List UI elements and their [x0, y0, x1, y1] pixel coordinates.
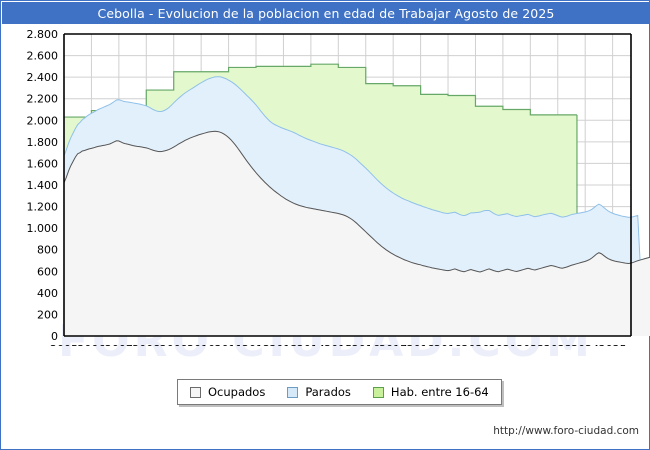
x-axis-tick-label: 2012 [242, 343, 270, 346]
y-axis-tick-label: 2.600 [27, 50, 59, 63]
x-axis-tick-label: 2008 [132, 343, 160, 346]
window-title-bar: Cebolla - Evolucion de la poblacion en e… [2, 2, 650, 24]
area-parados [64, 76, 650, 272]
x-axis-tick-label: 2023 [544, 343, 572, 346]
y-axis-tick-label: 0 [51, 330, 58, 343]
x-axis-tick-label: 2021 [489, 343, 517, 346]
y-axis-tick-label: 2.200 [27, 93, 59, 106]
legend-swatch-ocupados [190, 386, 201, 398]
line-ocupados [63, 130, 650, 273]
legend-item-habitantes[interactable]: Hab. entre 16-64 [372, 385, 489, 399]
x-axis-tick-label: 2013 [269, 343, 297, 346]
footer-url[interactable]: http://www.foro-ciudad.com [493, 425, 639, 437]
y-axis-tick-label: 2.000 [27, 114, 59, 127]
y-axis-tick-label: 2.800 [27, 28, 59, 41]
y-axis-tick-label: 1.000 [27, 222, 59, 235]
x-axis-tick-label: 2015 [324, 343, 352, 346]
y-axis-tick-label: 200 [37, 308, 58, 321]
legend-swatch-habitantes [372, 386, 384, 398]
chart-plot-area: 0 200 400 600 800 1.000 1.200 1.400 1.600 1.800 2.… [1, 24, 650, 346]
line-habitantes [64, 63, 577, 118]
x-axis-tick-label: 2024 [571, 343, 599, 346]
y-axis-tick-label: 600 [37, 265, 58, 278]
y-axis-tick-label: 1.200 [27, 201, 59, 214]
x-axis-tick-label: 2025 [599, 343, 627, 346]
legend-label-ocupados: Ocupados [208, 385, 266, 399]
page-title: Cebolla - Evolucion de la poblacion en e… [97, 5, 555, 21]
y-axis-tick-label: 1.600 [27, 157, 59, 170]
legend-item-parados[interactable]: Parados [287, 385, 351, 399]
area-ocupados [64, 131, 650, 336]
x-axis-tick-label: 2007 [105, 343, 133, 346]
x-axis-tick-label: 2009 [160, 343, 188, 346]
x-axis-tick-label: 2010 [187, 343, 215, 346]
y-axis-tick-label: 800 [37, 244, 58, 257]
x-axis-tick-label: 2005 [50, 343, 78, 346]
x-axis-tick-label: 2016 [352, 343, 380, 346]
legend-swatch-parados [287, 386, 299, 398]
y-axis-tick-label: 1.800 [27, 136, 59, 149]
legend-label-parados: Parados [305, 385, 351, 399]
x-axis-tick-label: 2022 [516, 343, 544, 346]
x-axis-tick-label: 2020 [461, 343, 489, 346]
x-axis-tick-label: 2014 [297, 343, 325, 346]
y-axis-tick-label: 1.400 [27, 179, 59, 192]
x-axis-tick-label: 2019 [434, 343, 462, 346]
x-axis-tick-label: 2011 [215, 343, 243, 346]
x-axis-tick-label: 2017 [379, 343, 407, 346]
legend-item-ocupados[interactable]: Ocupados [190, 385, 265, 399]
y-axis-tick-label: 2.400 [27, 71, 59, 84]
line-parados [63, 76, 650, 261]
chart-canvas: 0 200 400 600 800 1.000 1.200 1.400 1.600 1.800 2.… [27, 28, 650, 346]
chart-legend: Ocupados Parados Hab. entre 16-64 [177, 379, 502, 405]
legend-label-habitantes: Hab. entre 16-64 [390, 385, 489, 399]
x-axis-tick-label: 2006 [77, 343, 105, 346]
y-axis-tick-label: 400 [37, 287, 58, 300]
x-axis-tick-label: 2018 [407, 343, 435, 346]
area-habitantes [64, 64, 577, 218]
